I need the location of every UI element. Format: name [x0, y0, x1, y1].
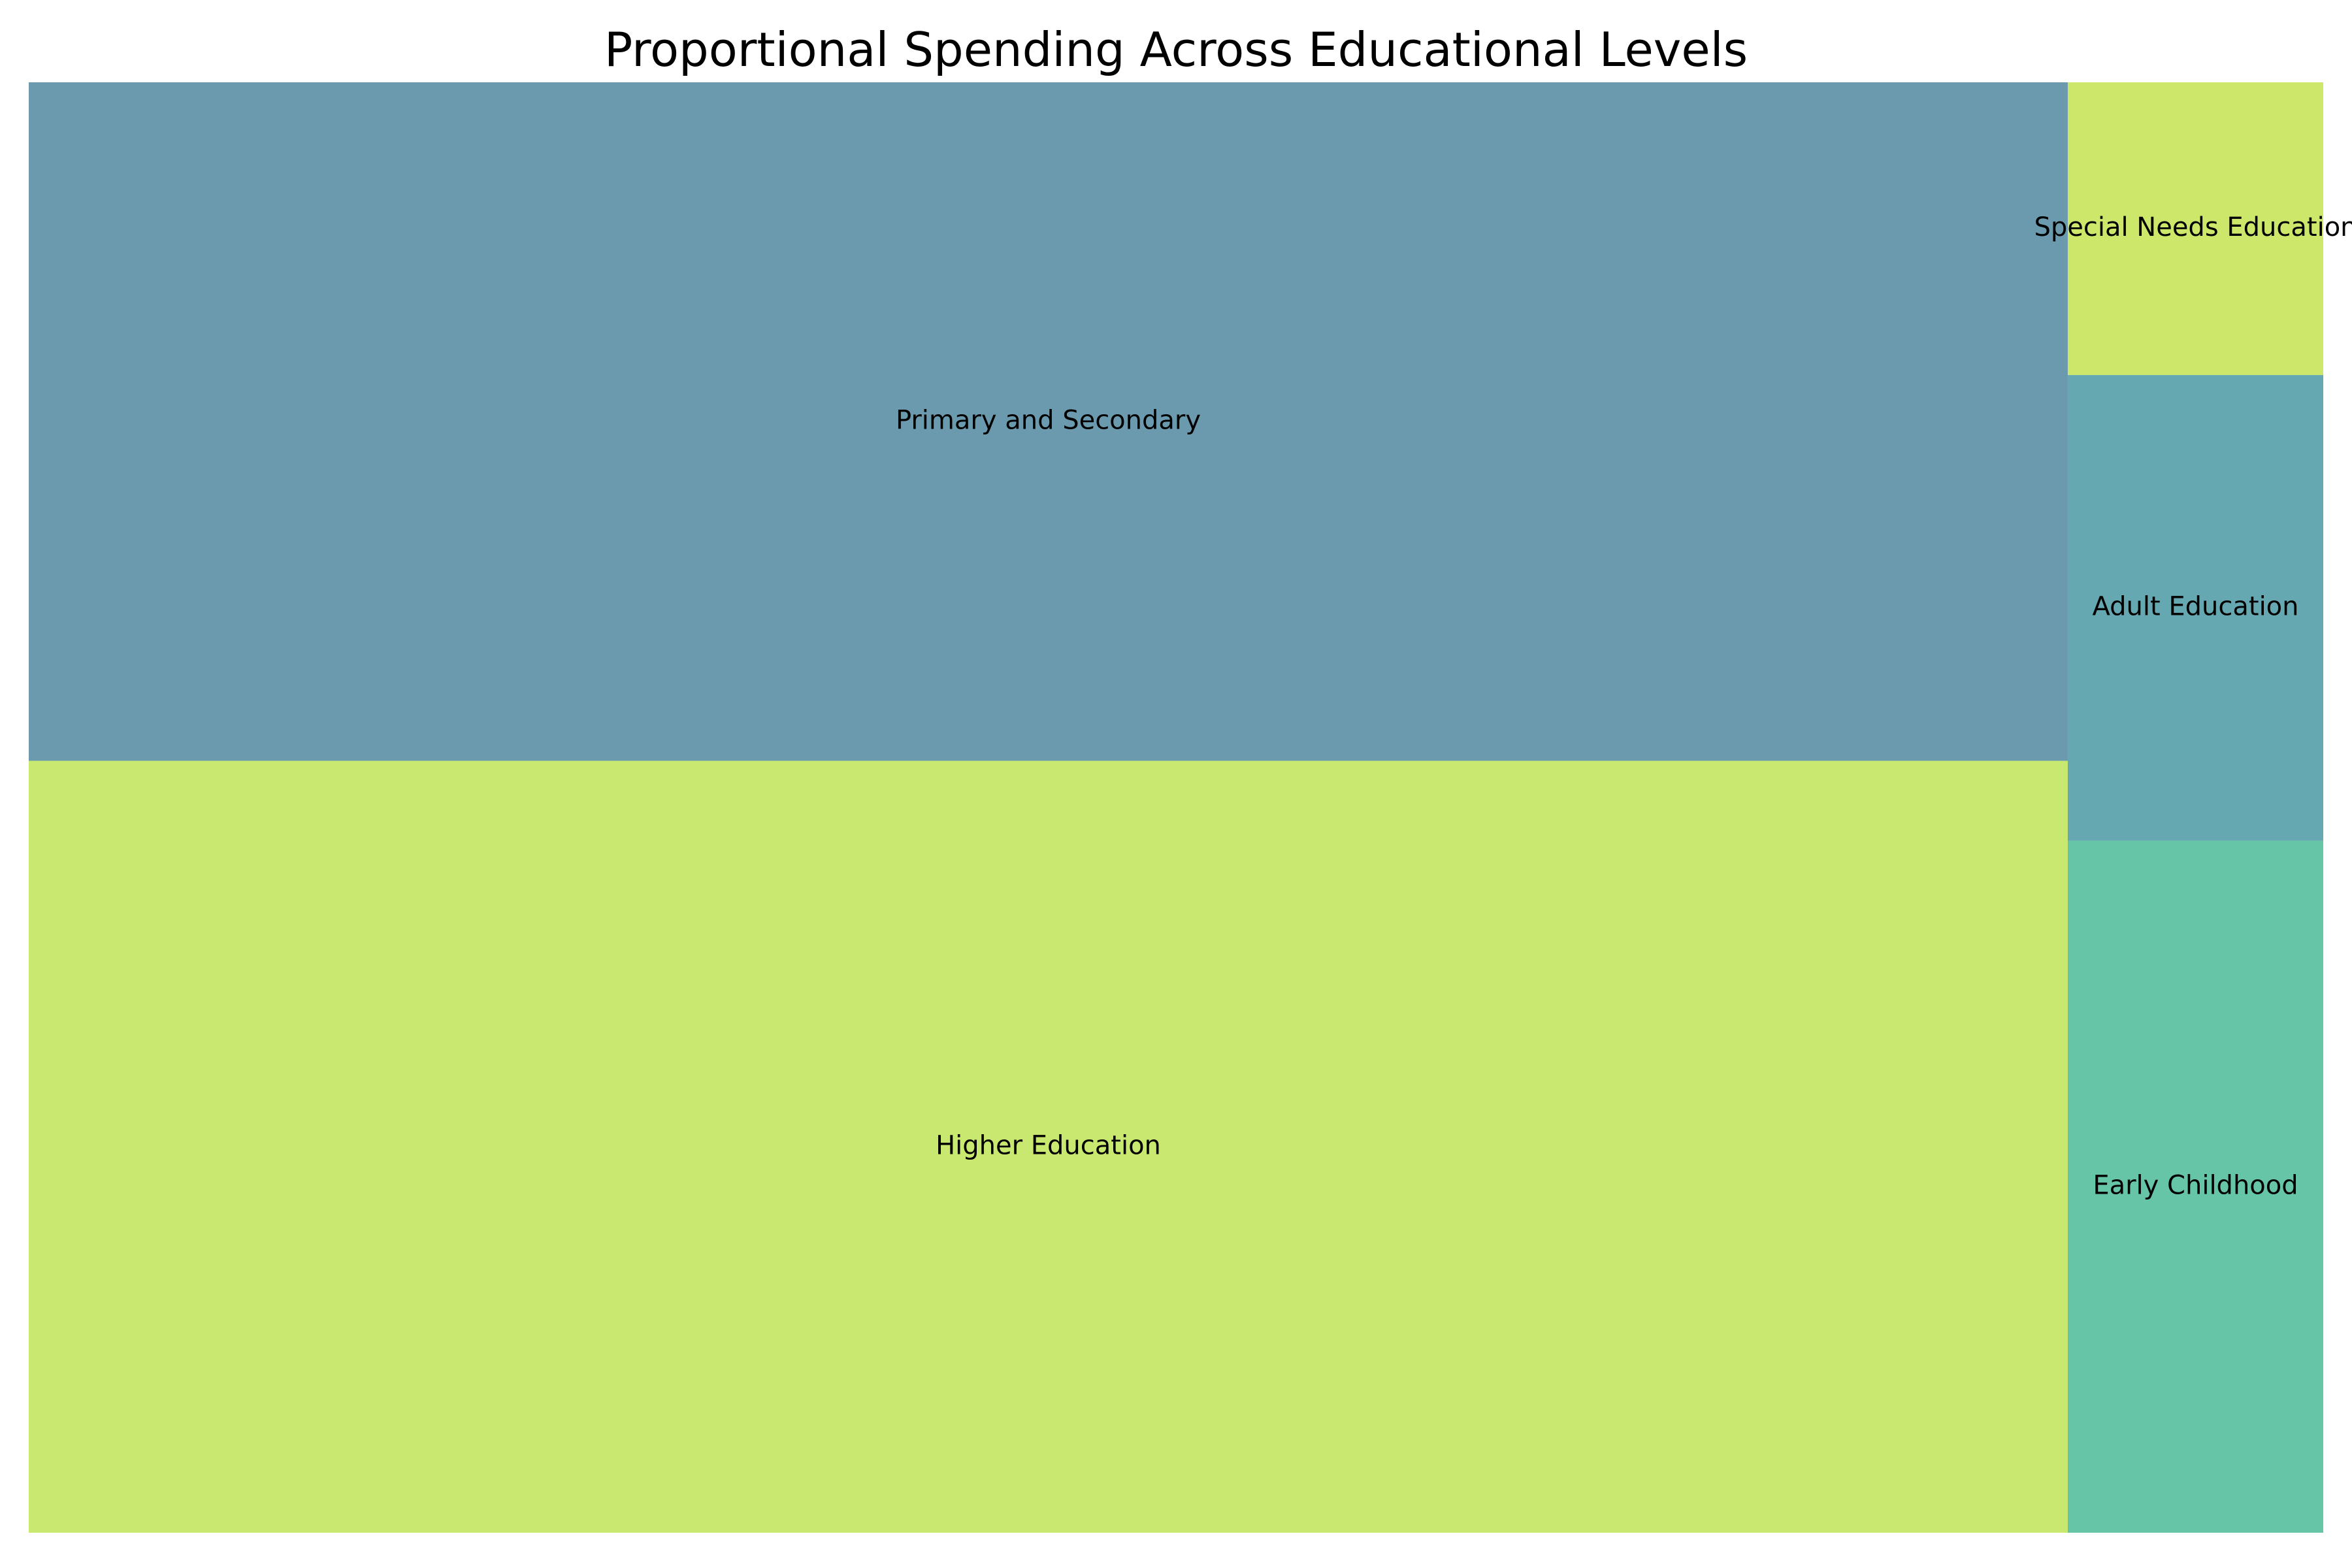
tile-higher-education	[29, 760, 2068, 1533]
tile-adult-education	[2067, 375, 2323, 841]
chart-title: Proportional Spending Across Educational…	[604, 22, 1748, 77]
tile-early-childhood	[2067, 840, 2323, 1533]
tile-primary-and-secondary	[29, 82, 2068, 761]
tile-label-special-needs-education: Special Needs Education	[2034, 212, 2352, 242]
tile-label-primary-and-secondary: Primary and Secondary	[896, 405, 1201, 435]
tile-label-higher-education: Higher Education	[936, 1130, 1161, 1160]
tile-label-adult-education: Adult Education	[2092, 591, 2298, 621]
tile-special-needs-education	[2067, 82, 2323, 376]
tile-label-early-childhood: Early Childhood	[2093, 1170, 2298, 1200]
